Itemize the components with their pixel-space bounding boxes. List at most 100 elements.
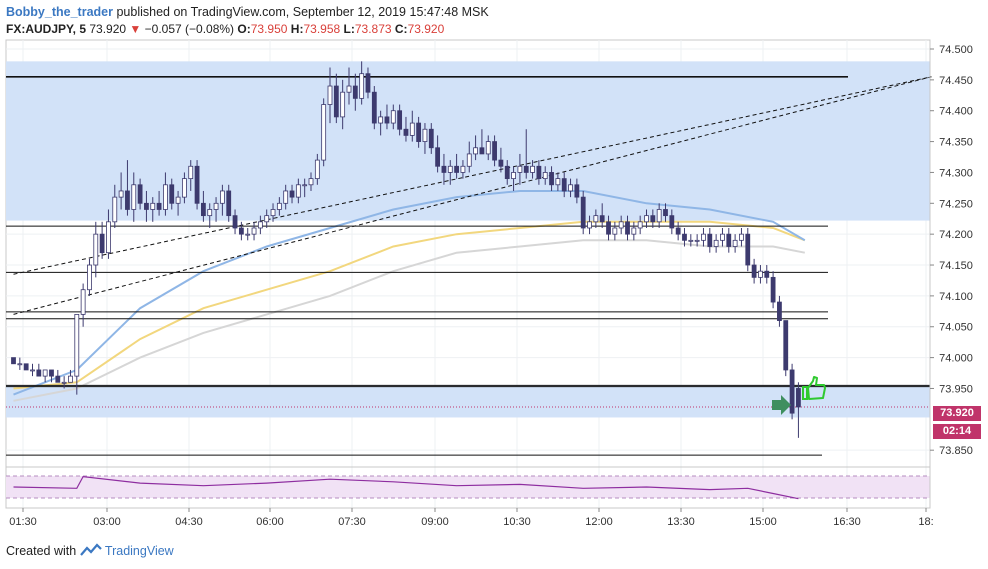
candle-body	[340, 91, 346, 118]
candle	[549, 166, 554, 191]
candle	[333, 73, 339, 124]
price-tick-label: 73.850	[939, 445, 973, 457]
candle-body	[346, 85, 352, 93]
candle-body	[479, 147, 485, 155]
candle-body	[498, 159, 504, 167]
candle-body	[200, 202, 206, 217]
candle	[295, 178, 301, 204]
price-tick-label: 74.100	[939, 291, 973, 303]
candle	[321, 98, 327, 167]
candle-body	[352, 85, 358, 99]
candle-body	[112, 196, 118, 223]
tradingview-brand[interactable]: TradingView	[104, 544, 174, 558]
candle	[352, 73, 358, 111]
candle	[523, 129, 529, 179]
candle-body	[669, 215, 675, 229]
candle-body	[327, 85, 333, 105]
author-link[interactable]: Bobby_the_trader	[6, 5, 113, 19]
candle	[131, 172, 137, 222]
candle-body	[226, 190, 232, 217]
candle-body	[68, 375, 73, 383]
candle	[384, 104, 390, 130]
candle-body	[618, 221, 624, 229]
candle-body	[473, 147, 478, 155]
close-label: C:	[394, 22, 408, 36]
candle	[257, 215, 263, 235]
candle	[783, 320, 789, 377]
candle-body	[371, 91, 377, 124]
price-tick-label: 74.000	[939, 353, 973, 365]
candle	[327, 67, 333, 124]
candle	[276, 197, 282, 216]
time-tick-label: 07:30	[338, 516, 366, 528]
candle-body	[694, 239, 700, 242]
candle-body	[593, 215, 599, 223]
candle	[403, 116, 409, 142]
candle	[637, 215, 643, 235]
high-value: 73.958	[303, 22, 341, 36]
trendline	[13, 76, 932, 275]
candle	[517, 153, 523, 185]
price-tick-label: 74.050	[939, 322, 973, 334]
price-tick-label: 74.450	[939, 75, 973, 87]
candle	[232, 209, 238, 235]
candle	[732, 234, 738, 253]
candle	[789, 363, 795, 420]
time-tick-label: 06:00	[256, 516, 284, 528]
candle	[612, 221, 618, 241]
candle-body	[194, 165, 200, 204]
candle-body	[783, 320, 789, 371]
open-label: O:	[237, 22, 251, 36]
support-resistance-zone	[6, 61, 930, 221]
candle-body	[777, 301, 782, 321]
candle	[11, 357, 16, 365]
price-tick-label: 74.250	[939, 198, 973, 210]
candle	[618, 215, 624, 235]
candle	[42, 369, 48, 383]
candle	[454, 153, 460, 179]
candle-body	[188, 165, 194, 180]
candle	[764, 265, 770, 284]
candle-body	[511, 172, 516, 180]
candle-body	[321, 104, 327, 161]
candle	[150, 197, 156, 222]
candle	[182, 172, 187, 204]
candle	[441, 153, 447, 185]
candle	[466, 141, 472, 173]
candle-body	[466, 153, 472, 167]
candle-body	[17, 363, 23, 366]
candle	[473, 135, 478, 161]
low-label: L:	[343, 22, 355, 36]
candle-body	[118, 190, 124, 198]
candle-body	[359, 73, 365, 99]
candle-body	[536, 165, 542, 180]
candle-body	[42, 369, 48, 377]
candle-body	[23, 363, 29, 371]
candle	[542, 166, 548, 185]
candle	[61, 376, 67, 389]
candle	[568, 178, 573, 198]
candle	[726, 227, 732, 253]
candle	[447, 160, 453, 185]
candle-body	[378, 116, 384, 124]
candle-body	[403, 128, 409, 136]
candle-body	[207, 209, 213, 217]
candle	[561, 172, 567, 198]
candle-body	[30, 369, 35, 372]
candle-body	[125, 190, 130, 210]
tradingview-logo-icon	[79, 543, 102, 556]
candle	[485, 135, 491, 161]
candle-body	[238, 227, 244, 235]
candle	[308, 172, 314, 191]
candle-body	[764, 270, 770, 278]
candle-body	[333, 85, 339, 118]
time-tick-label: 18:	[918, 516, 933, 528]
candle	[30, 363, 35, 377]
candle	[169, 178, 175, 210]
candle-body	[144, 202, 149, 210]
candle-body	[384, 116, 390, 124]
candle	[587, 215, 592, 235]
candle-body	[150, 202, 156, 210]
candle-body	[682, 233, 687, 241]
